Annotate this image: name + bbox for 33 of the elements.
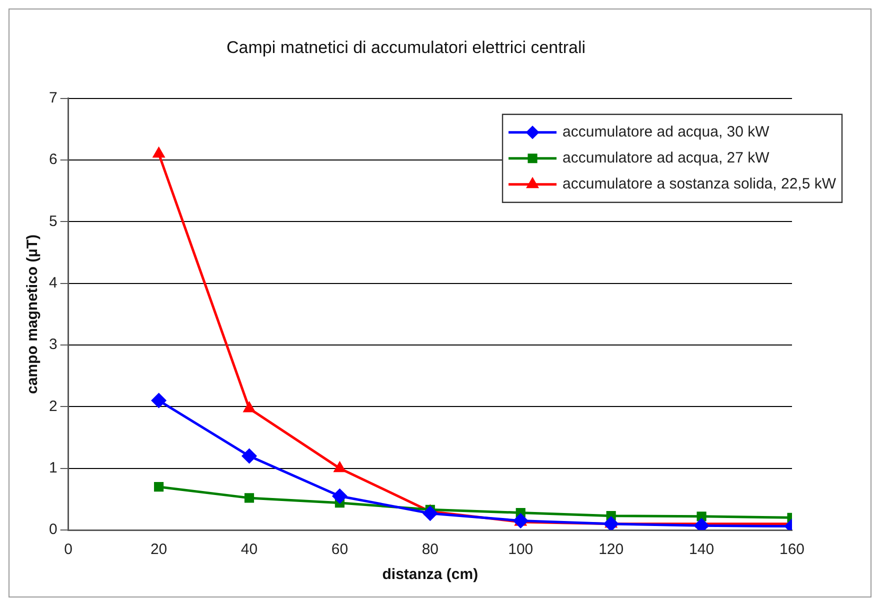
legend-label: accumulatore ad acqua, 30 kW <box>562 124 770 141</box>
x-tick-label: 80 <box>422 541 439 558</box>
point <box>422 506 438 521</box>
point <box>153 148 164 158</box>
chart-title: Campi matnetici di accumulatori elettrici centrali <box>226 38 586 57</box>
x-tick-label: 60 <box>331 541 348 558</box>
x-tick-label: 40 <box>240 541 258 558</box>
x-tick-label: 120 <box>598 541 624 558</box>
point <box>244 402 255 412</box>
legend-label: accumulatore ad acqua, 27 kW <box>562 150 770 167</box>
x-tick-label: 0 <box>64 541 73 558</box>
y-tick-label: 1 <box>49 459 58 476</box>
x-tick-label: 160 <box>779 541 805 558</box>
y-tick-label: 2 <box>49 398 58 415</box>
point <box>696 512 706 522</box>
point <box>152 393 166 408</box>
y-tick-label: 7 <box>49 90 58 107</box>
y-tick-label: 4 <box>49 274 58 292</box>
x-tick-label: 140 <box>689 541 714 558</box>
y-tick-label: 3 <box>49 336 58 354</box>
y-axis-title: campo magnetico (µT) <box>24 234 42 394</box>
y-tick-label: 5 <box>49 212 58 230</box>
y-tick-label: 6 <box>49 151 58 168</box>
x-axis-title: distanza (cm) <box>382 566 478 584</box>
point <box>154 482 164 492</box>
y-tick-label: 0 <box>49 521 58 538</box>
point <box>242 448 257 464</box>
point <box>332 488 347 504</box>
x-tick-label: 20 <box>150 541 168 558</box>
point <box>244 493 254 503</box>
legend-label: accumulatore a sostanza solida, 22,5 kW <box>562 176 837 193</box>
x-tick-label: 100 <box>508 541 534 558</box>
point <box>334 462 346 472</box>
